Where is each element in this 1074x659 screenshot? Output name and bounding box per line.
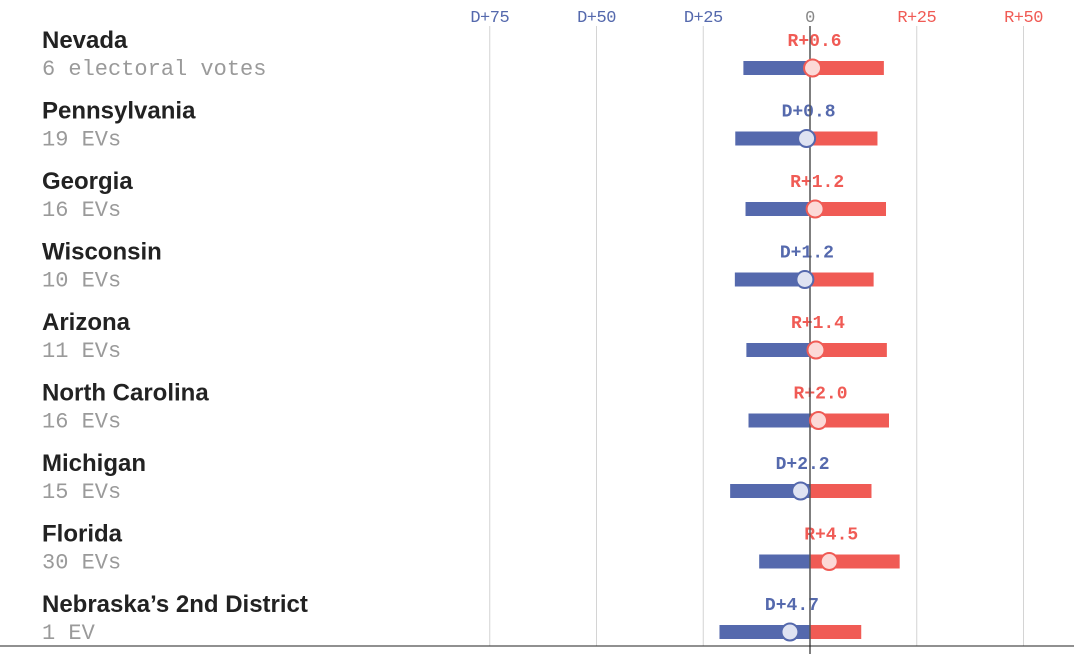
dem-range-bar	[745, 202, 810, 216]
dem-range-bar	[748, 413, 810, 428]
margin-label: D+0.8	[782, 103, 836, 123]
margin-label: R+2.0	[794, 385, 848, 405]
state-name: Nebraska’s 2nd District	[42, 591, 308, 618]
dem-range-bar	[730, 484, 810, 498]
margin-dot	[805, 199, 825, 219]
x-tick-label: R+50	[1004, 9, 1043, 28]
margin-label: D+4.7	[765, 596, 819, 616]
x-tick-label: R+25	[897, 9, 936, 28]
x-tick-label: D+75	[470, 9, 509, 28]
state-name: Florida	[42, 521, 123, 548]
margin-dot	[803, 58, 823, 78]
rep-range-bar	[810, 484, 872, 498]
dem-range-bar	[735, 131, 810, 146]
rep-range-bar	[810, 272, 874, 287]
margin-label: D+1.2	[780, 244, 834, 264]
electoral-votes: 10 EVs	[42, 269, 121, 294]
margin-label: R+1.2	[790, 173, 844, 193]
x-tick-label: 0	[805, 9, 815, 28]
state-name: Pennsylvania	[42, 98, 196, 125]
electoral-votes: 1 EV	[42, 621, 96, 646]
electoral-votes: 16 EVs	[42, 410, 121, 435]
electoral-votes: 16 EVs	[42, 198, 121, 223]
margin-dot	[809, 411, 829, 430]
state-name: Arizona	[42, 309, 131, 336]
x-tick-label: D+25	[684, 9, 723, 28]
dem-range-bar	[743, 61, 810, 75]
rep-range-bar	[810, 343, 887, 357]
rep-range-bar	[810, 625, 862, 639]
electoral-votes: 30 EVs	[42, 551, 121, 576]
dem-range-bar	[734, 272, 810, 287]
margin-dot	[791, 481, 811, 501]
rep-range-bar	[810, 413, 889, 428]
electoral-votes: 11 EVs	[42, 339, 121, 364]
margin-dot	[780, 622, 800, 642]
margin-dot	[797, 129, 817, 148]
electoral-votes: 15 EVs	[42, 480, 121, 505]
margin-dot	[819, 552, 839, 571]
rep-range-bar	[810, 131, 878, 146]
state-name: Georgia	[42, 168, 133, 195]
state-name: Michigan	[42, 450, 146, 477]
dem-range-bar	[759, 554, 810, 569]
margin-label: R+0.6	[788, 32, 842, 52]
rep-range-bar	[810, 202, 887, 216]
margin-label: R+1.4	[791, 314, 845, 334]
state-name: Nevada	[42, 27, 128, 54]
state-name: North Carolina	[42, 380, 209, 407]
margin-dot	[795, 270, 815, 289]
electoral-votes: 6 electoral votes	[42, 57, 266, 82]
rep-range-bar	[810, 61, 884, 75]
margin-dot	[806, 340, 826, 360]
dem-range-bar	[746, 343, 810, 357]
state-name: Wisconsin	[42, 239, 162, 266]
x-tick-label: D+50	[577, 9, 616, 28]
margin-label: R+4.5	[804, 526, 858, 546]
margin-label: D+2.2	[776, 455, 830, 475]
electoral-votes: 19 EVs	[42, 128, 121, 153]
